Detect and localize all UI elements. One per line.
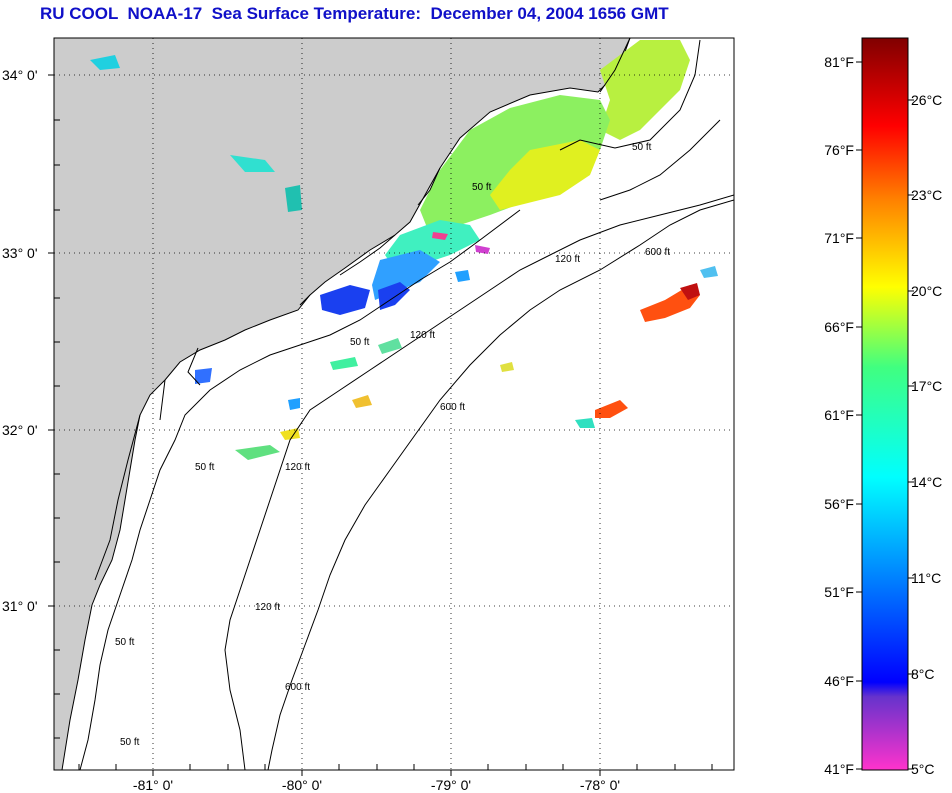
contour-600ft (267, 199, 734, 770)
celsius-labels: 26°C 23°C 20°C 17°C 14°C 11°C 8°C 5°C (911, 92, 942, 777)
axis-ticks (48, 74, 713, 776)
contour-label: 120 ft (555, 254, 580, 265)
celsius-label: 8°C (911, 666, 935, 682)
contour-label: 50 ft (350, 337, 370, 348)
fahrenheit-label: 71°F (824, 230, 854, 246)
lon-label: -79° 0' (431, 777, 471, 793)
contour-labels: 50 ft 50 ft 50 ft 50 ft 50 ft 50 ft 120 … (115, 142, 670, 748)
contour-label: 50 ft (472, 182, 492, 193)
contour-label: 600 ft (440, 402, 465, 413)
fahrenheit-label: 56°F (824, 496, 854, 512)
lat-label: 31° 0' (2, 598, 38, 614)
lon-label: -81° 0' (133, 777, 173, 793)
map-frame (53, 37, 735, 771)
lat-label: 34° 0' (2, 67, 38, 83)
contour-label: 600 ft (285, 682, 310, 693)
contour-label: 50 ft (195, 462, 215, 473)
coastline (94, 38, 631, 581)
land-area (54, 38, 631, 770)
fahrenheit-label: 81°F (824, 54, 854, 70)
lat-label: 32° 0' (2, 422, 38, 438)
colorbar-ticks (856, 61, 914, 770)
celsius-label: 26°C (911, 92, 942, 108)
contour-label: 120 ft (410, 330, 435, 341)
map-panel[interactable]: 50 ft 50 ft 50 ft 50 ft 50 ft 50 ft 120 … (2, 37, 735, 793)
fahrenheit-label: 76°F (824, 142, 854, 158)
lon-label: -78° 0' (580, 777, 620, 793)
fahrenheit-label: 51°F (824, 584, 854, 600)
contour-label: 50 ft (115, 637, 135, 648)
contour-label: 50 ft (632, 142, 652, 153)
fahrenheit-label: 61°F (824, 407, 854, 423)
longitude-labels: -81° 0' -80° 0' -79° 0' -78° 0' (133, 777, 620, 793)
contour-120ft (224, 194, 734, 770)
fahrenheit-label: 41°F (824, 761, 854, 777)
latitude-labels: 34° 0' 33° 0' 32° 0' 31° 0' (2, 67, 38, 614)
celsius-label: 14°C (911, 474, 942, 490)
lat-label: 33° 0' (2, 245, 38, 261)
temperature-colorbar: 81°F 76°F 71°F 66°F 61°F 56°F 51°F 46°F … (824, 37, 942, 777)
colorbar-gradient (861, 37, 909, 771)
celsius-label: 11°C (911, 570, 941, 586)
contour-label: 50 ft (120, 737, 140, 748)
fahrenheit-label: 46°F (824, 673, 854, 689)
contour-label: 120 ft (285, 462, 310, 473)
lat-lon-grid (54, 38, 734, 770)
fahrenheit-label: 66°F (824, 319, 854, 335)
lon-label: -80° 0' (282, 777, 322, 793)
celsius-label: 20°C (911, 283, 942, 299)
contour-label: 120 ft (255, 602, 280, 613)
map-title: RU COOL NOAA-17 Sea Surface Temperature:… (40, 4, 669, 23)
fahrenheit-labels: 81°F 76°F 71°F 66°F 61°F 56°F 51°F 46°F … (824, 54, 854, 777)
sst-data-layer (90, 40, 718, 460)
celsius-label: 23°C (911, 187, 942, 203)
celsius-label: 5°C (911, 761, 935, 777)
contour-label: 600 ft (645, 247, 670, 258)
celsius-label: 17°C (911, 378, 942, 394)
